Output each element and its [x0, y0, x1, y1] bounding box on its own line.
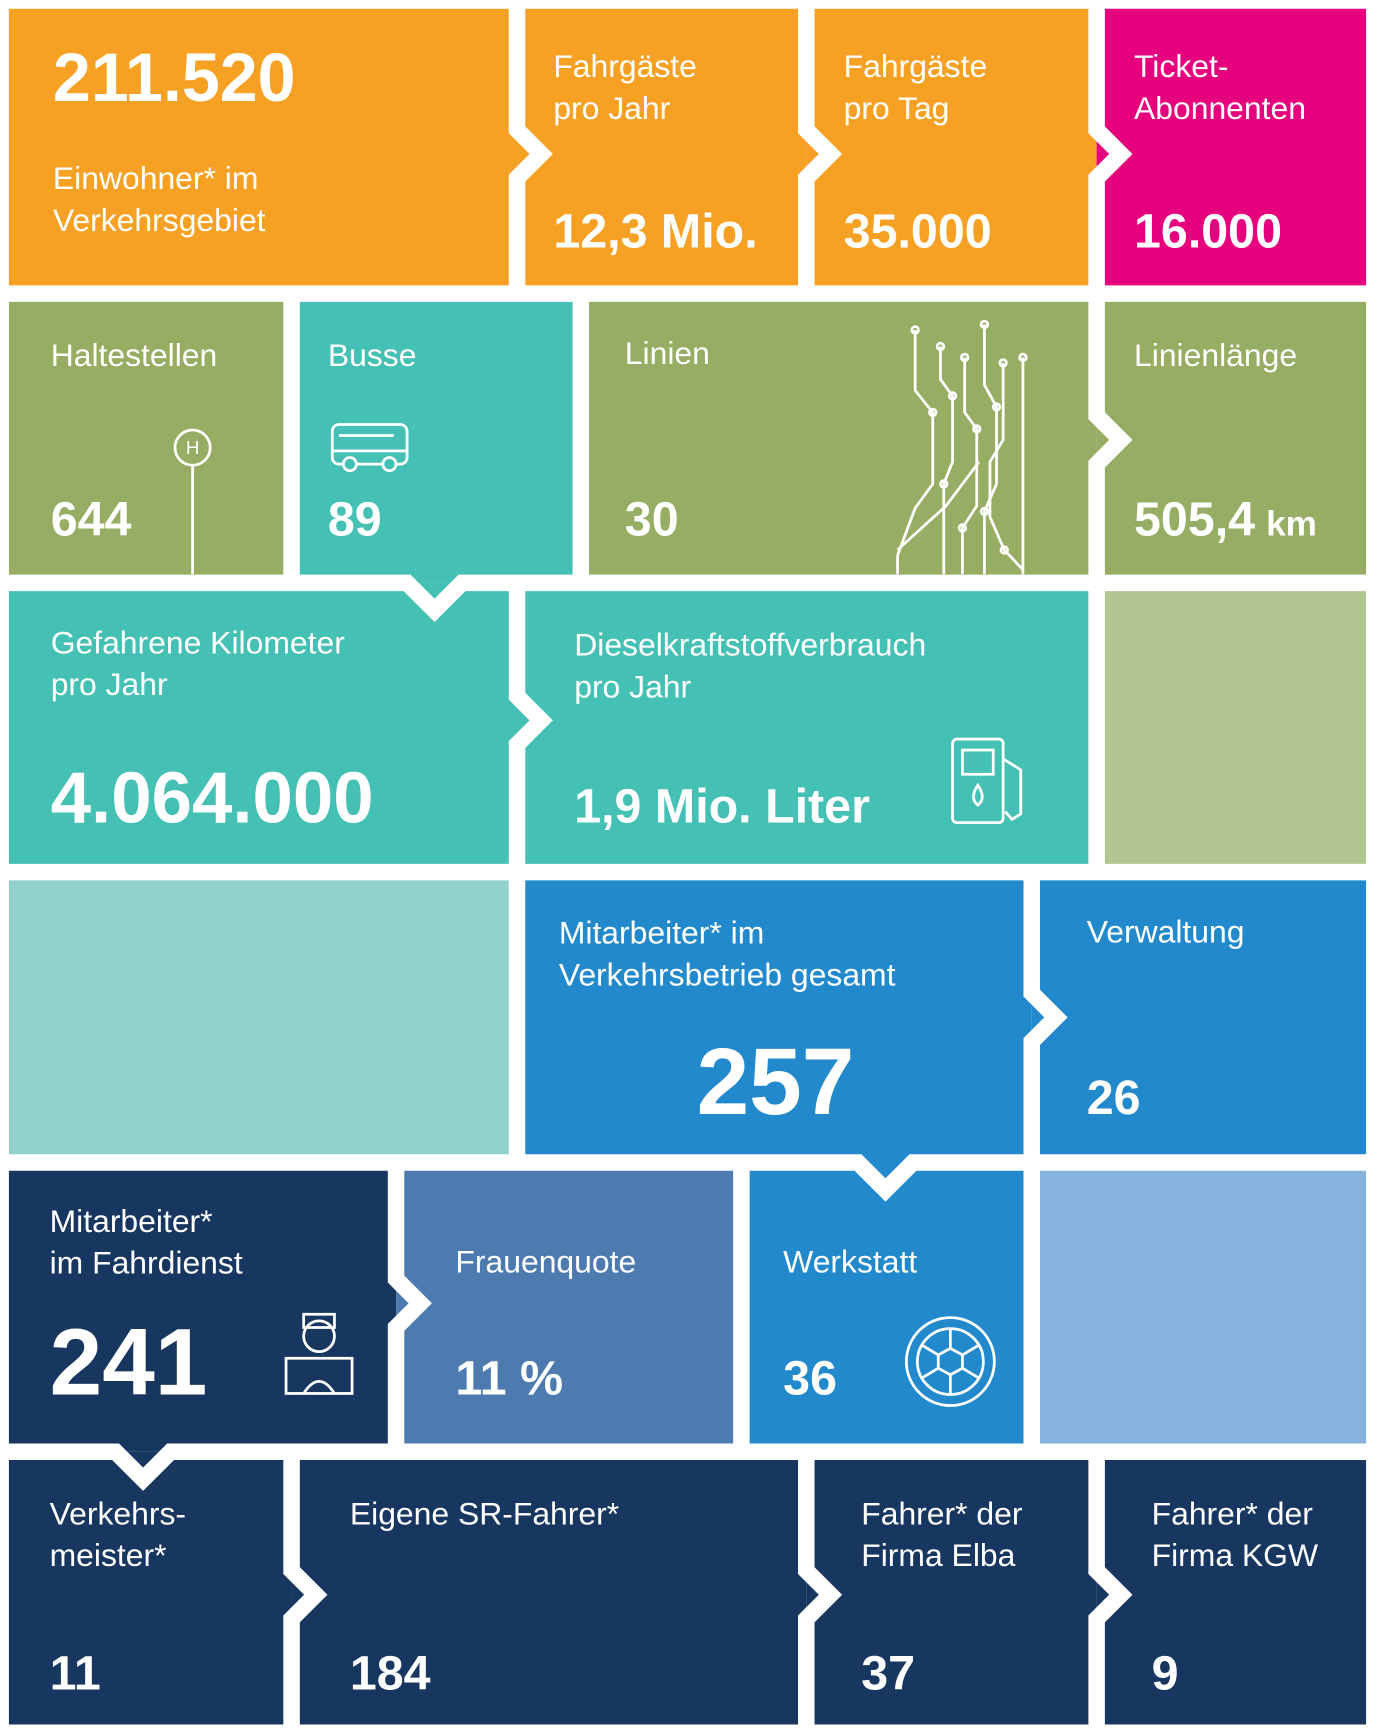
tile-value: 241 [50, 1310, 208, 1416]
tile [0, 1451, 292, 1730]
tile [1031, 872, 1375, 1163]
tile-value: 12,3 Mio. [553, 204, 757, 258]
tile-value: 9 [1152, 1646, 1179, 1700]
tile-value: 257 [697, 1029, 855, 1135]
texts: Einwohner* im Verkehrsgebiet 211.520 Fahrgä… [50, 40, 1318, 1700]
tile-value: 184 [350, 1646, 431, 1700]
tile-label: Abonnenten [1134, 90, 1306, 126]
tile [580, 293, 1097, 583]
tile-label: Frauenquote [455, 1243, 636, 1279]
tile [1096, 0, 1375, 294]
tile [517, 582, 1097, 873]
tile [0, 582, 518, 873]
tile [806, 0, 1097, 294]
tile-label: Werkstatt [783, 1243, 917, 1279]
gap [0, 1443, 1375, 1491]
tile [0, 0, 518, 294]
gap [283, 1451, 328, 1730]
tile-value: 11 % [455, 1352, 563, 1406]
tile-value: 644 [51, 493, 132, 547]
tile-label: Firma KGW [1152, 1537, 1318, 1573]
empty-tile [1096, 582, 1375, 873]
gap [508, 0, 553, 294]
tile-value: 36 [783, 1352, 837, 1406]
gap [508, 582, 553, 873]
tile-label: pro Jahr [51, 666, 168, 702]
tile-label: Verkehrsgebiet [53, 202, 266, 238]
tile [517, 0, 807, 294]
tile-value: 37 [861, 1646, 915, 1700]
tile [1096, 1451, 1375, 1730]
tile-label: Einwohner* im [53, 160, 259, 196]
tile-label: Busse [328, 337, 417, 373]
network-icon [896, 319, 1028, 575]
tile-label: Firma Elba [861, 1537, 1015, 1573]
driver-icon [284, 1312, 354, 1395]
tile-label: Verkehrs- [50, 1495, 186, 1531]
tile-label: Mitarbeiter* im [559, 915, 764, 951]
tile-label: Gefahrene Kilometer [51, 624, 345, 660]
tile-label: Linien [625, 335, 710, 371]
wheel-icon [904, 1316, 996, 1407]
tile-label: im Fahrdienst [50, 1245, 243, 1281]
tile-label: Haltestellen [51, 337, 218, 373]
gap [1088, 0, 1133, 294]
tile-value: 4.064.000 [51, 758, 374, 839]
tile-value: 16.000 [1134, 204, 1282, 258]
tile-label: Fahrgäste [844, 48, 988, 84]
tile-label: Linienlänge [1134, 337, 1297, 373]
tile-label: pro Jahr [553, 90, 670, 126]
tile-label: Fahrer* der [1152, 1495, 1314, 1531]
tile [291, 293, 581, 583]
svg-text:H: H [186, 437, 200, 458]
gap [0, 1154, 1375, 1202]
gap [798, 0, 843, 294]
tile [291, 1451, 807, 1730]
tile-value: 1,9 Mio. Liter [574, 780, 870, 834]
tile-value: 211.520 [53, 40, 296, 116]
tile-label: Dieselkraftstoffverbrauch [574, 626, 926, 662]
tile-label: Mitarbeiter* [50, 1203, 213, 1239]
tile [0, 1162, 397, 1452]
fuel-pump-icon [951, 737, 1023, 825]
empty-tile [1031, 1162, 1375, 1452]
tile [517, 872, 1032, 1163]
gap [0, 574, 1375, 623]
icons: H [173, 319, 1028, 1407]
tile [0, 293, 292, 583]
tile-label: Verkehrsbetrieb gesamt [559, 956, 896, 992]
gap [1088, 1451, 1133, 1730]
tile [1096, 293, 1375, 583]
tile [741, 1162, 1032, 1452]
tile-value: 11 [50, 1646, 101, 1700]
gap [798, 1451, 843, 1730]
empty-tile [0, 872, 518, 1163]
bus-stop-icon: H [173, 428, 212, 575]
tile-label: Ticket- [1134, 48, 1228, 84]
tile-label: Verwaltung [1087, 914, 1245, 950]
tile-unit: km [1266, 505, 1317, 544]
tile [806, 1451, 1097, 1730]
gap [1023, 872, 1068, 1163]
bus-icon [330, 423, 409, 473]
tile-value: 26 [1087, 1071, 1141, 1125]
tile-value: 35.000 [844, 204, 992, 258]
tile-value: 89 [328, 493, 382, 547]
tile-value: 505,4 [1134, 493, 1255, 547]
tile-label: pro Tag [844, 90, 950, 126]
gap [387, 1162, 432, 1452]
tile-label: Fahrer* der [861, 1495, 1023, 1531]
tile [396, 1162, 742, 1452]
tile-label: Fahrgäste [553, 48, 697, 84]
tile-label: Eigene SR-Fahrer* [350, 1495, 619, 1531]
gap [1088, 293, 1133, 583]
tile-label: meister* [50, 1537, 167, 1573]
tile-label: pro Jahr [574, 668, 691, 704]
tile-value: 30 [625, 493, 679, 547]
